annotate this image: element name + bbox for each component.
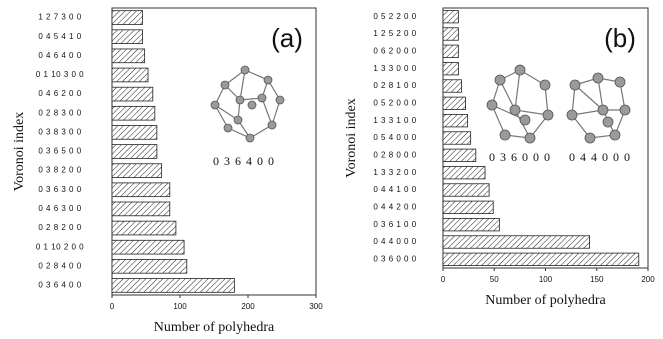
y-tick-label: 0 4 4 1 0 0: [373, 185, 416, 194]
bar: [443, 218, 499, 230]
figure: (a) (b) 0 3 6 4 0 0 0 3 6 0 0 0 0 4 4 0 …: [0, 0, 663, 339]
bar: [112, 240, 184, 254]
y-tick-label: 0 4 4 0 0 0: [373, 237, 416, 246]
bar: [112, 183, 170, 197]
bar: [443, 201, 493, 213]
x-tick-label: 200: [641, 275, 655, 284]
y-tick-label: 1 3 3 0 0 0: [373, 64, 416, 73]
x-axis-label: Number of polyhedra: [485, 293, 606, 308]
y-tick-label: 0 3 8 2 0 0: [38, 166, 81, 175]
y-tick-label: 0 3 6 5 0 0: [38, 147, 81, 156]
x-tick-label: 200: [241, 302, 255, 311]
y-tick-label: 0 2 8 3 0 0: [38, 108, 81, 117]
y-tick-label: 1 2 5 2 0 0: [373, 29, 416, 38]
x-tick-label: 100: [173, 302, 187, 311]
y-tick-label: 0 3 8 3 0 0: [38, 127, 81, 136]
bar: [112, 125, 157, 139]
y-tick-label: 0 5 4 0 0 0: [373, 133, 416, 142]
bar: [112, 202, 170, 216]
y-tick-label: 0 4 6 2 0 0: [38, 89, 81, 98]
bar: [112, 49, 145, 63]
bar: [443, 253, 639, 265]
cluster-illustration: [211, 66, 284, 142]
x-tick-label: 0: [110, 302, 115, 311]
x-tick-label: 50: [490, 275, 499, 284]
panel-label: (a): [271, 23, 303, 53]
y-tick-label: 0 2 8 1 0 0: [373, 81, 416, 90]
annotation: 0 4 4 0 0 0: [569, 150, 631, 164]
y-tick-label: 0 3 6 3 0 0: [38, 185, 81, 194]
bar: [443, 80, 461, 92]
y-tick-label: 0 2 8 2 0 0: [38, 223, 81, 232]
bar: [112, 259, 187, 273]
bar: [443, 45, 458, 57]
bar: [443, 184, 489, 196]
bar: [443, 28, 458, 40]
bar: [443, 62, 458, 74]
cluster-illustration: [567, 73, 630, 143]
bar: [443, 166, 485, 178]
bar: [443, 10, 458, 22]
y-tick-label: 0 5 2 2 0 0: [373, 12, 416, 21]
bar: [112, 11, 143, 25]
x-axis-label: Number of polyhedra: [154, 320, 275, 335]
y-tick-label: 0 1 10 3 0 0: [36, 70, 84, 79]
x-tick-label: 300: [309, 302, 323, 311]
bar: [112, 68, 148, 82]
y-tick-label: 1 3 3 1 0 0: [373, 116, 416, 125]
y-tick-label: 0 6 2 0 0 0: [373, 46, 416, 55]
y-tick-label: 0 2 8 0 0 0: [373, 150, 416, 159]
y-tick-label: 0 3 6 0 0 0: [373, 254, 416, 263]
annotation: 0 3 6 4 0 0: [213, 154, 275, 168]
y-tick-label: 1 2 7 3 0 0: [38, 13, 81, 22]
bar: [112, 145, 157, 159]
y-tick-label: 0 3 6 1 0 0: [373, 220, 416, 229]
y-tick-label: 0 4 6 3 0 0: [38, 204, 81, 213]
bar: [112, 87, 153, 101]
bar: [443, 132, 471, 144]
bar: [112, 106, 155, 120]
x-tick-label: 0: [441, 275, 446, 284]
y-tick-label: 0 1 10 2 0 0: [36, 242, 84, 251]
y-tick-label: 0 2 8 4 0 0: [38, 261, 81, 270]
y-axis-label: Voronoi index: [344, 98, 359, 177]
annotation: 0 3 6 0 0 0: [489, 150, 551, 164]
bar: [443, 236, 590, 248]
panel-label: (b): [604, 23, 636, 53]
x-tick-label: 100: [539, 275, 553, 284]
y-tick-label: 0 4 4 2 0 0: [373, 202, 416, 211]
y-tick-label: 0 4 5 4 1 0: [38, 32, 81, 41]
x-tick-label: 150: [590, 275, 604, 284]
bar: [443, 114, 468, 126]
cluster-illustration: [487, 65, 553, 143]
bar: [112, 221, 176, 235]
bar: [112, 279, 234, 293]
bar: [112, 30, 143, 44]
bar: [112, 164, 162, 178]
y-tick-label: 0 3 6 4 0 0: [38, 281, 81, 290]
y-axis-label: Voronoi index: [12, 112, 27, 191]
y-tick-label: 0 4 6 4 0 0: [38, 51, 81, 60]
y-tick-label: 1 3 3 2 0 0: [373, 168, 416, 177]
bar: [443, 149, 476, 161]
y-tick-label: 0 5 2 0 0 0: [373, 98, 416, 107]
bar: [443, 97, 466, 109]
